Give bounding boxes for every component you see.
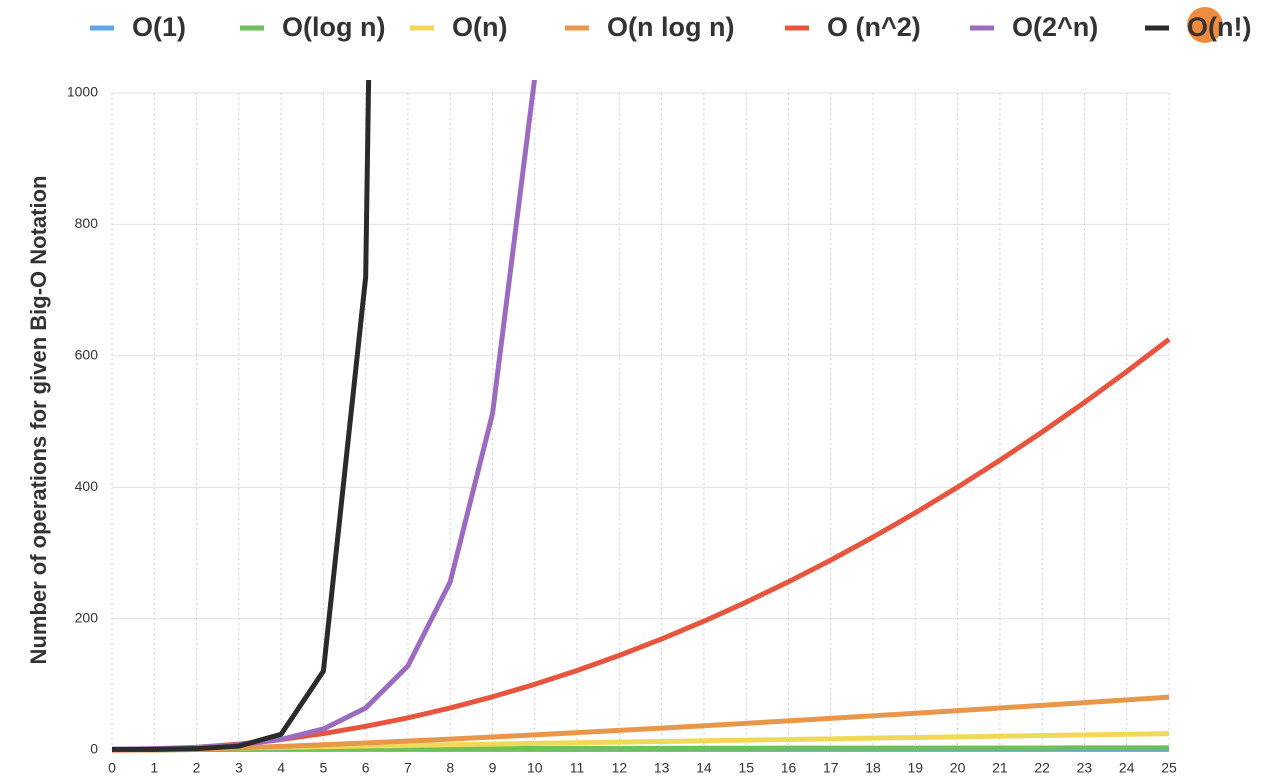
x-tick-label: 20 [950,760,966,776]
y-tick-label: 200 [75,609,99,625]
x-tick-label: 3 [235,760,243,776]
x-tick-label: 15 [738,760,754,776]
y-tick-label: 400 [75,478,99,494]
legend-label: O(1) [132,12,186,42]
x-tick-label: 14 [696,760,712,776]
y-tick-label: 600 [75,347,99,363]
legend-label: O(n!) [1187,12,1251,42]
x-tick-label: 1 [150,760,158,776]
x-tick-label: 19 [908,760,924,776]
x-tick-label: 23 [1077,760,1093,776]
x-tick-label: 11 [570,760,585,776]
logo [1187,7,1223,43]
x-tick-label: 17 [823,760,839,776]
series-line [112,694,1170,753]
y-tick-label: 800 [75,215,99,231]
legend-label: O(2^n) [1012,12,1098,42]
x-tick-label: 12 [612,760,628,776]
x-tick-label: 5 [320,760,328,776]
x-tick-label: 8 [446,760,454,776]
x-tick-label: 4 [277,760,285,776]
x-tick-label: 6 [362,760,370,776]
series-line [112,80,372,752]
legend-label: O(n log n) [607,12,734,42]
x-tick-label: 10 [527,760,543,776]
x-tick-label: 2 [193,760,201,776]
series-line [112,337,1171,753]
x-tick-label: 13 [654,760,670,776]
y-axis-title: Number of operations for given Big-O Not… [26,176,51,665]
x-tick-label: 16 [781,760,797,776]
x-tick-label: 25 [1161,760,1177,776]
x-tick-label: 7 [404,760,412,776]
x-tick-label: 22 [1034,760,1050,776]
y-tick-label: 1000 [67,84,98,100]
legend-label: O(log n) [282,12,385,42]
legend-label: O(n) [452,12,507,42]
x-tick-label: 0 [108,760,116,776]
x-tick-label: 9 [489,760,497,776]
x-tick-label: 21 [992,760,1008,776]
x-tick-label: 24 [1119,760,1135,776]
y-tick-label: 0 [90,741,98,757]
legend-label: O (n^2) [827,12,921,42]
x-tick-label: 18 [865,760,881,776]
